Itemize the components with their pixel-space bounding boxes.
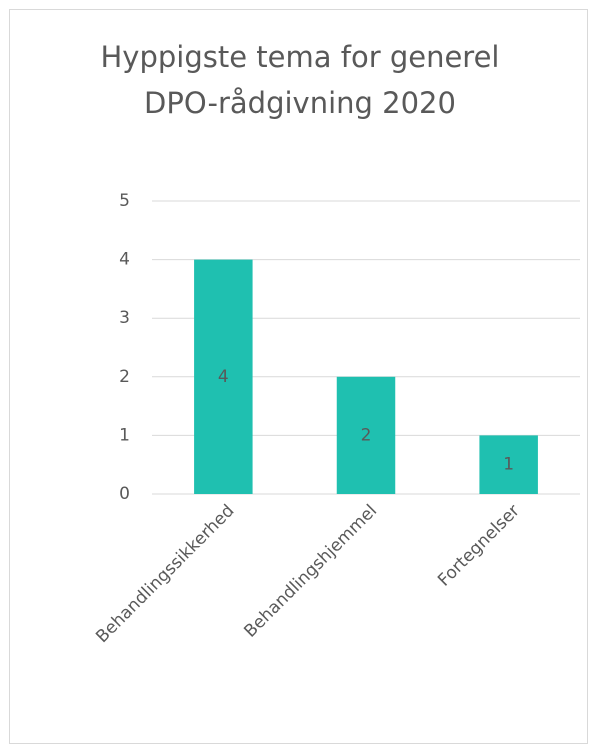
data-label: 4 [218, 367, 229, 387]
data-label: 1 [503, 455, 514, 475]
bar [479, 435, 538, 494]
data-label: 2 [361, 425, 372, 445]
y-tick-label: 1 [119, 425, 130, 445]
y-tick-label: 0 [119, 484, 130, 504]
y-tick-label: 4 [119, 250, 130, 270]
y-tick-label: 5 [119, 191, 130, 211]
bar [194, 259, 253, 494]
x-tick-label: Behandlingssikkerhed [92, 501, 238, 647]
x-tick-label: Behandlingshjemmel [240, 501, 381, 642]
y-tick-label: 3 [119, 308, 130, 328]
y-tick-label: 2 [119, 367, 130, 387]
x-tick-label: Fortegnelser [434, 501, 524, 591]
bar [336, 376, 396, 494]
chart-frame [9, 9, 588, 744]
chart-title: Hyppigste tema for generel DPO-rådgivnin… [100, 40, 500, 120]
